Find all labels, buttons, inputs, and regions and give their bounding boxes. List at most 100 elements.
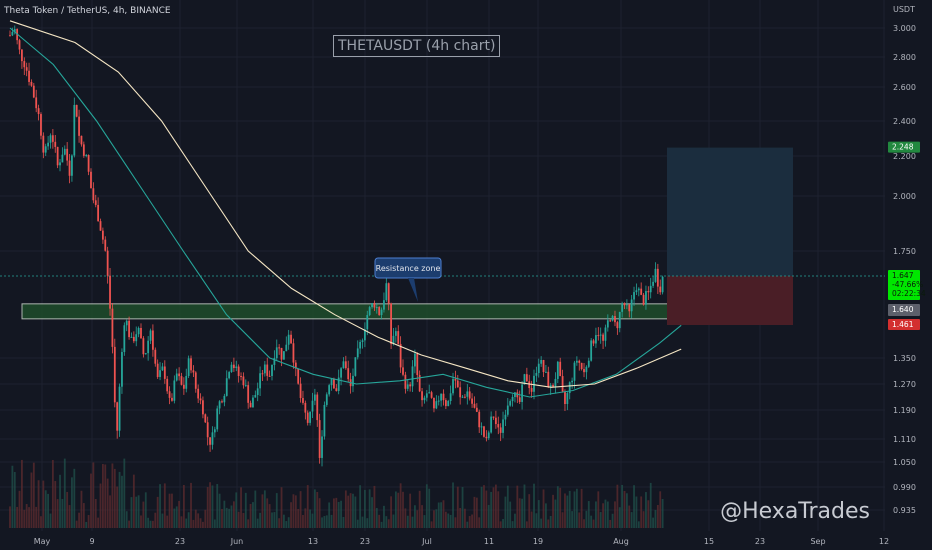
candle-body [325, 394, 328, 405]
candle-body [168, 391, 171, 398]
candle-body [485, 436, 488, 439]
volume-bar [352, 493, 354, 528]
candle-body [194, 372, 197, 389]
volume-bar [147, 517, 150, 528]
candle-body [437, 400, 440, 402]
candle-body [211, 432, 214, 445]
volume-bar [82, 503, 85, 528]
volume-bar [97, 517, 100, 528]
volume-bar [487, 504, 490, 528]
volume-bar [237, 511, 240, 528]
volume-bar [485, 490, 488, 528]
volume-bar [273, 512, 276, 528]
volume-bar [537, 500, 540, 528]
candle-body [28, 70, 30, 82]
volume-bar [85, 521, 88, 528]
candle-body [142, 338, 145, 355]
volume-bar [580, 488, 583, 528]
candle-body [578, 360, 581, 363]
candle-body [99, 221, 102, 231]
current-price-tag-text: 1.647 [892, 271, 914, 280]
candle-body [32, 85, 35, 98]
volume-bar [645, 492, 647, 528]
price-tick-label: 0.935 [893, 506, 916, 515]
volume-bar [447, 513, 450, 528]
price-tick-label: 1.750 [893, 247, 916, 256]
candle-body [163, 366, 166, 379]
candle-body [471, 398, 473, 404]
candle-body [514, 392, 516, 397]
candle-body [37, 108, 40, 115]
volume-bar [552, 494, 554, 528]
candle-body [618, 311, 621, 329]
candle-body [373, 303, 376, 308]
ma-slow-line [9, 20, 682, 388]
time-axis-bg [0, 531, 932, 550]
candle-body [147, 340, 150, 354]
volume-bar [514, 513, 516, 528]
candle-body [94, 200, 97, 205]
candle-body [540, 359, 543, 364]
candle-body [559, 361, 562, 377]
volume-bar [247, 519, 250, 528]
volume-bar [494, 484, 497, 528]
volume-bar [442, 500, 445, 528]
zone-price-tag [888, 304, 920, 316]
volume-bar [614, 501, 616, 528]
volume-bar [628, 505, 631, 528]
target-zone [667, 147, 793, 276]
volume-bar [175, 506, 178, 528]
candle-body [204, 414, 207, 423]
volume-bar [123, 458, 126, 528]
candle-body [125, 320, 128, 326]
candle-body [118, 386, 121, 431]
volume-bar [409, 493, 412, 528]
candle-body [330, 378, 333, 386]
candle-body [568, 382, 571, 394]
candle-body [354, 357, 357, 376]
candle-body [18, 40, 21, 50]
candle-body [256, 388, 259, 395]
candle-body [383, 300, 385, 310]
candle-body [261, 373, 264, 375]
volume-bar [71, 477, 73, 528]
volume-bar [235, 492, 238, 528]
volume-bar [159, 484, 161, 528]
volume-bar [449, 514, 452, 528]
resistance-zone-box [21, 303, 780, 320]
volume-bar [547, 519, 550, 528]
volume-bar [568, 490, 571, 528]
candle-body [595, 335, 597, 344]
candlestick-series [9, 25, 664, 467]
candle-body [192, 370, 195, 373]
volume-bar [171, 493, 173, 528]
volume-bar [561, 512, 564, 528]
candle-body [363, 329, 366, 341]
candle-body [242, 376, 245, 386]
volume-bar [414, 505, 416, 528]
volume-bar [535, 513, 538, 528]
candle-body [435, 401, 438, 409]
volume-bar [163, 483, 166, 528]
candle-body [185, 375, 188, 389]
candle-body [82, 144, 85, 156]
volume-bar [154, 512, 157, 528]
volume-bar [511, 521, 514, 528]
volume-bar [259, 512, 261, 528]
candle-body [456, 380, 459, 388]
volume-bar [392, 514, 395, 528]
time-axis[interactable]: May 9 23 Jun 13 23 Jul 11 19 Aug 15 23 Sep 12 [0, 531, 932, 550]
volume-bar [292, 494, 295, 528]
volume-bar [75, 520, 78, 528]
candle-body [552, 384, 554, 387]
annotation-text: Resistance zone [376, 264, 441, 273]
candle-body [140, 328, 142, 339]
volume-bar [468, 516, 471, 528]
candle-body [447, 401, 450, 407]
candle-body [285, 344, 288, 352]
candle-body [528, 381, 531, 389]
candle-body [492, 416, 495, 418]
volume-bar [51, 460, 54, 528]
volume-bar [635, 496, 638, 528]
